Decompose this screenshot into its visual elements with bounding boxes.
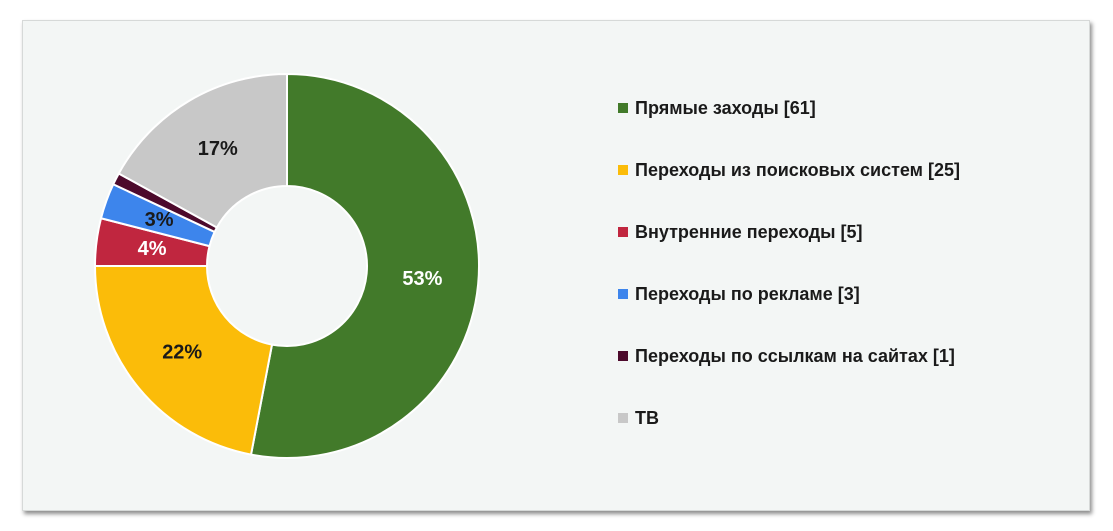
slice-percent-label: 17% [198, 138, 238, 160]
donut-slice-1 [249, 72, 480, 459]
slice-percent-label: 4% [138, 238, 167, 260]
legend-label: Прямые заходы [61] [635, 97, 816, 118]
legend-swatch [618, 289, 628, 299]
legend-swatch [618, 103, 628, 113]
slice-percent-label: 22% [162, 342, 202, 364]
legend-item: ТВ [618, 406, 659, 430]
legend-label: Внутренние переходы [5] [635, 221, 863, 242]
slice-percent-label: 3% [145, 209, 174, 231]
legend-swatch [618, 351, 628, 361]
legend-item: Переходы из поисковых систем [25] [618, 158, 960, 182]
legend-label: Переходы из поисковых систем [25] [635, 159, 961, 180]
donut-chart: 53% 22% 4% 3% 17% [93, 72, 480, 459]
legend-swatch [618, 165, 628, 175]
legend-item: Прямые заходы [61] [618, 96, 816, 120]
legend-item: Внутренние переходы [5] [618, 220, 863, 244]
donut-slice-6 [117, 72, 288, 229]
legend-swatch [618, 227, 628, 237]
legend-label: ТВ [635, 407, 659, 428]
slice-percent-label: 53% [402, 268, 442, 290]
legend-swatch [618, 413, 628, 423]
legend-item: Переходы по ссылкам на сайтах [1] [618, 344, 955, 368]
legend-label: Переходы по ссылкам на сайтах [1] [635, 345, 955, 366]
donut-slice-2 [93, 265, 274, 456]
legend-item: Переходы по рекламе [3] [618, 282, 860, 306]
chart-card: 53% 22% 4% 3% 17% Прямые заходы [61] Переходы… [22, 20, 1090, 511]
legend-label: Переходы по рекламе [3] [635, 283, 860, 304]
